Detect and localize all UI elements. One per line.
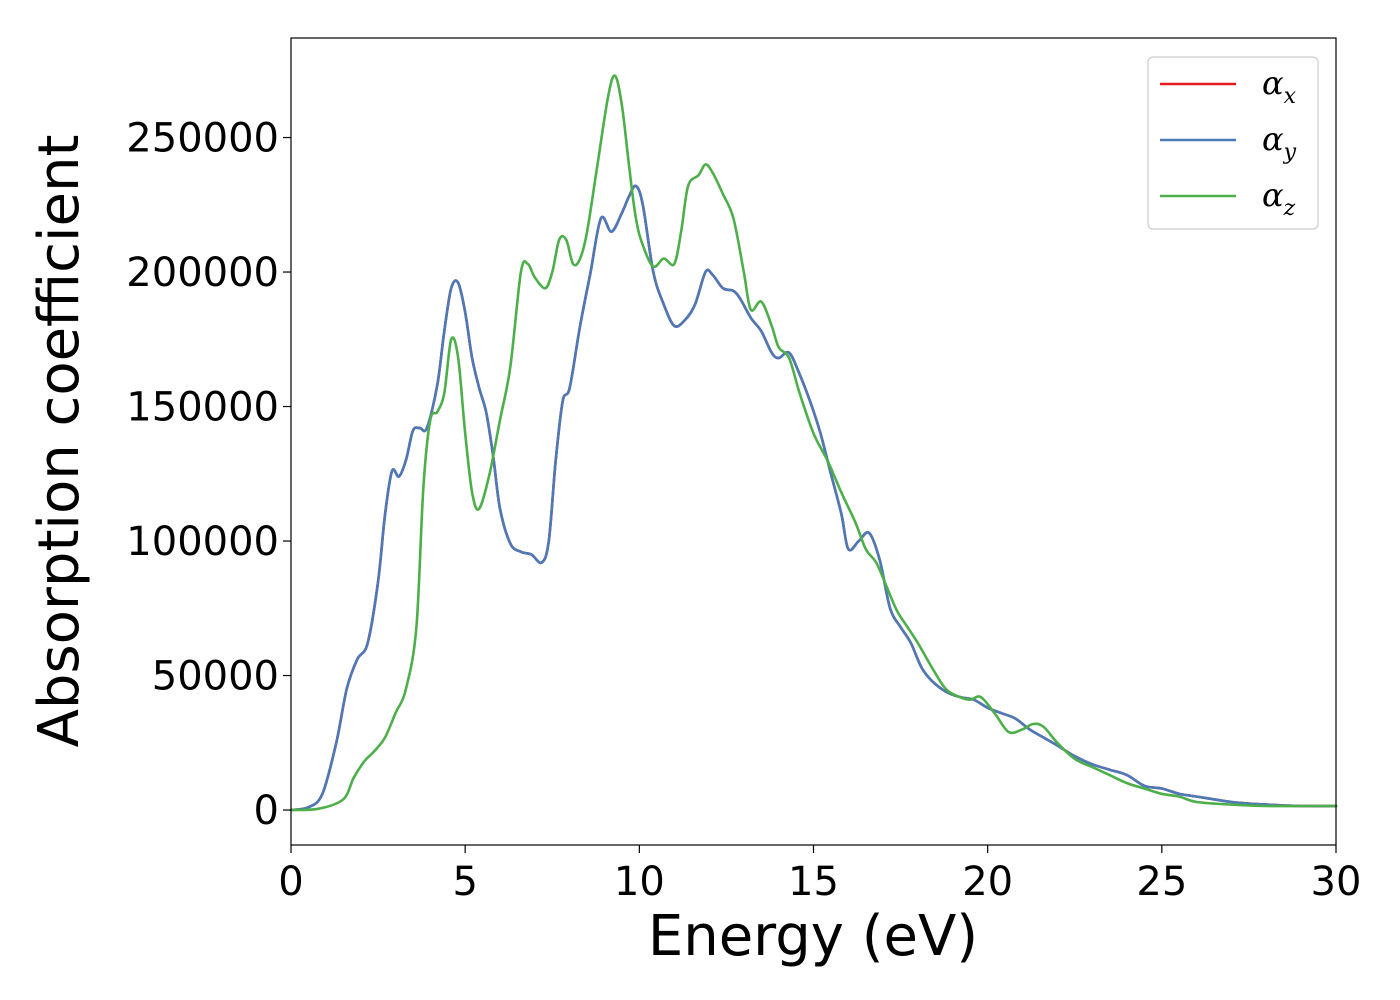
series-line-y: [289, 184, 1338, 812]
x-tick-label: 20: [962, 859, 1013, 905]
y-tick-label: 150000: [126, 385, 279, 431]
legend-symbol: α: [1262, 120, 1284, 158]
legend-label-x: αx: [1262, 64, 1297, 109]
legend-box: [1147, 56, 1319, 230]
series-line-x: [289, 184, 1338, 812]
legend-subscript: y: [1283, 140, 1297, 165]
y-axis-label: Absorption coefficient: [27, 135, 92, 748]
legend-label-y: αy: [1262, 120, 1297, 165]
y-tick-label: 100000: [126, 519, 279, 565]
legend-subscript: z: [1283, 196, 1296, 221]
x-tick-label: 30: [1311, 859, 1362, 905]
series-lines: [289, 74, 1338, 812]
legend-label-z: αz: [1262, 176, 1296, 221]
x-tick-label: 0: [278, 859, 303, 905]
x-tick-label: 10: [614, 859, 665, 905]
series-line-z: [289, 74, 1338, 812]
legend-symbol: α: [1262, 64, 1284, 102]
y-tick-label: 0: [254, 788, 279, 834]
x-axis-label: Energy (eV): [648, 904, 978, 969]
x-tick-label: 25: [1136, 859, 1187, 905]
legend-symbol: α: [1262, 176, 1284, 214]
x-tick-label: 15: [788, 859, 839, 905]
y-tick-label: 200000: [126, 250, 279, 296]
y-axis: 0 50000 100000 150000 200000 250000: [126, 116, 291, 834]
y-tick-label: 250000: [126, 116, 279, 162]
x-axis: 0 5 10 15 20 25 30: [278, 845, 1361, 905]
x-tick-label: 5: [452, 859, 477, 905]
y-tick-label: 50000: [152, 654, 279, 700]
legend-subscript: x: [1284, 84, 1297, 109]
